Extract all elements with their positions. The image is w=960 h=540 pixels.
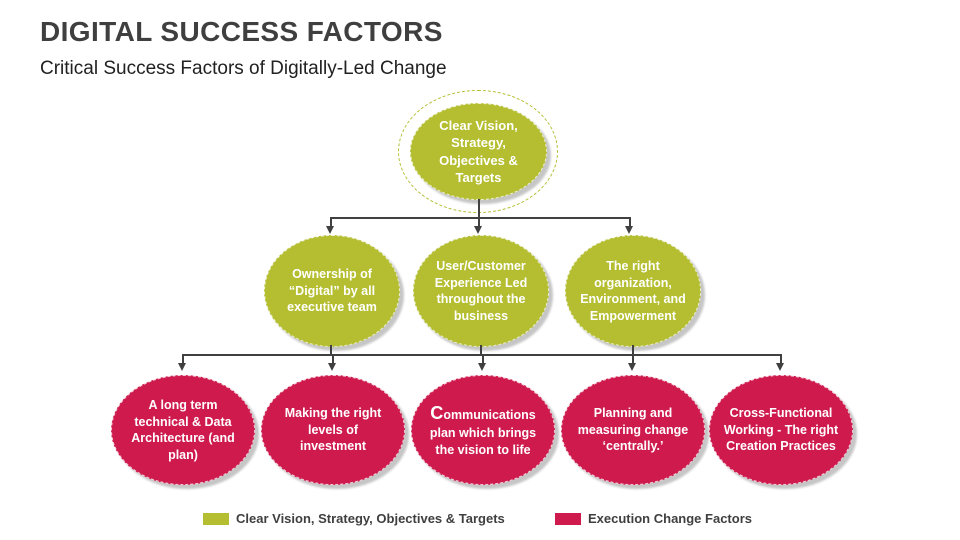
legend-item-vision: Clear Vision, Strategy, Objectives & Tar… [203,511,505,526]
arrow-down-icon [178,363,186,371]
connector-line [330,217,332,227]
node-label: Planning and measuring change ‘centrally… [577,406,689,454]
legend-label: Execution Change Factors [588,511,752,526]
node-label: Cross-Functional Working - The right Cre… [723,406,839,454]
node-communications-plan: Communications plan which brings the vis… [411,375,555,485]
connector-line [182,354,184,364]
node-right-organization: The right organization, Environment, and… [565,235,701,347]
node-label: User/Customer Experience Led throughout … [434,259,528,323]
connector-line [480,345,482,356]
legend-item-execution: Execution Change Factors [555,511,752,526]
arrow-down-icon [625,226,633,234]
arrow-down-icon [474,226,482,234]
connector-line [629,217,631,227]
node-cross-functional-working: Cross-Functional Working - The right Cre… [709,375,853,485]
connector-line [780,354,782,364]
legend-swatch-crimson [555,512,581,525]
legend-swatch-green [203,512,229,525]
connector-line [330,217,631,219]
node-label: Communications plan which brings the vis… [429,402,537,457]
connector-line [632,345,634,356]
node-label: Ownership of “Digital” by all executive … [287,267,377,315]
arrow-down-icon [628,363,636,371]
connector-line [478,217,480,227]
node-label: Making the right levels of investment [284,406,382,454]
connector-line [482,354,484,364]
node-planning-measuring: Planning and measuring change ‘centrally… [561,375,705,485]
node-ownership-digital: Ownership of “Digital” by all executive … [264,235,400,347]
node-label: The right organization, Environment, and… [580,259,686,323]
arrow-down-icon [326,226,334,234]
connector-line [330,345,332,356]
arrow-down-icon [478,363,486,371]
arrow-down-icon [328,363,336,371]
node-clear-vision: Clear Vision, Strategy, Objectives & Tar… [410,103,547,200]
node-right-levels-investment: Making the right levels of investment [261,375,405,485]
arrow-down-icon [776,363,784,371]
connector-line [478,199,480,218]
page-subtitle: Critical Success Factors of Digitally-Le… [40,58,447,79]
connector-line [332,354,334,364]
node-user-customer-experience: User/Customer Experience Led throughout … [413,235,549,347]
node-label: A long term technical & Data Architectur… [131,398,235,462]
page-title: DIGITAL SUCCESS FACTORS [40,16,443,47]
legend-label: Clear Vision, Strategy, Objectives & Tar… [236,511,505,526]
connector-line [632,354,634,364]
node-long-term-architecture: A long term technical & Data Architectur… [111,375,255,485]
node-label: Clear Vision, Strategy, Objectives & Tar… [439,118,518,185]
